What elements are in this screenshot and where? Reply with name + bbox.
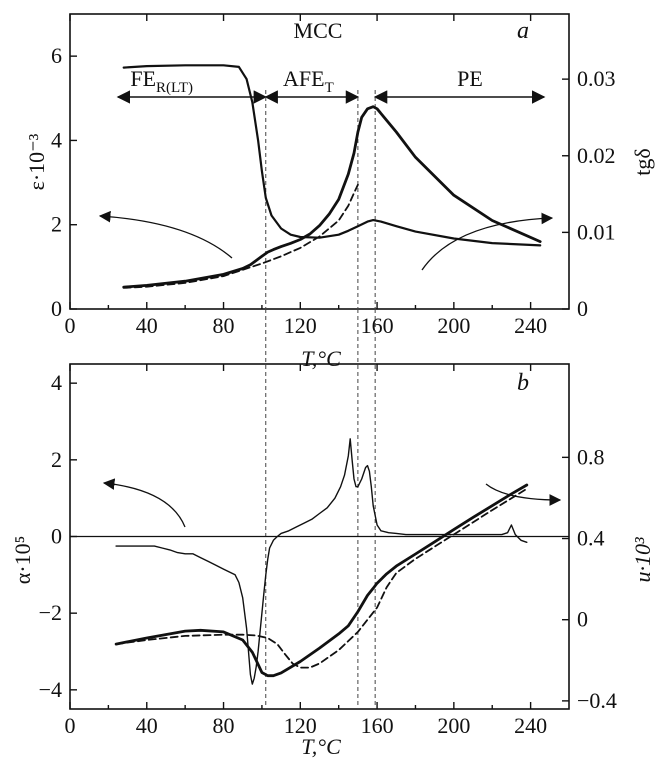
y-left-tick-label: −2 [39,600,62,625]
x-tick-label: 0 [65,713,76,738]
y-left-tick-label: 0 [51,524,62,549]
series-line-3 [115,487,528,669]
x-tick-label: 160 [361,313,394,338]
panel-b-right-axis-arrow [485,483,562,506]
panel-a-series [122,64,542,289]
panel-a-right-ticks: 0 0.01 0.02 0.03 [562,66,616,321]
y-right-tick-label: 0 [577,296,588,321]
panel-b-x-title: T,°C [301,734,341,759]
panel-a-left-axis-arrow [98,210,233,259]
x-tick-label: 80 [213,313,235,338]
panel-a-phase-region-fe: FER(LT) [130,66,193,96]
panel-b-y-right-title: u·10³ [630,537,655,583]
series-line-1 [115,438,528,685]
x-tick-label: 120 [284,313,317,338]
x-tick-label: 40 [136,713,158,738]
series-line-2 [114,483,529,678]
panel-a-right-axis-arrow [421,212,554,271]
series-line-2 [122,183,359,289]
x-tick-label: 240 [514,313,547,338]
panel-b-transition-lines [265,309,376,709]
y-right-tick-label: 0.8 [577,444,605,469]
panel-a-frame [69,13,570,310]
y-right-tick-label: 0.4 [577,526,605,551]
panel-a-left-ticks: 0 2 4 6 [51,43,77,321]
x-tick-label: 160 [361,713,394,738]
y-right-tick-label: 0.03 [577,66,616,91]
panel-b-y-left-title: α·10⁵ [10,536,35,585]
y-right-tick-label: −0.4 [577,688,617,713]
y-left-tick-label: 6 [51,43,62,68]
phase-label-afe: AFET [283,66,334,96]
phase-label-fe-subscript: R(LT) [156,80,193,96]
panel-b-left-ticks: −4 −2 0 2 4 [39,370,77,702]
panel-a-y-left-title: ε·10⁻³ [24,133,49,190]
panel-b-letter: b [517,370,529,396]
phase-label-fe: FER(LT) [130,66,193,96]
x-tick-label: 40 [136,313,158,338]
y-left-tick-label: −4 [39,677,62,702]
x-tick-label: 200 [437,713,470,738]
y-left-tick-label: 4 [51,127,62,152]
panel-a-letter: a [517,18,529,44]
y-left-tick-label: 2 [51,447,62,472]
panel-a-title: MCC [294,18,343,43]
panel-a-transition-lines [265,90,376,309]
x-tick-label: 0 [65,313,76,338]
panel-b-left-axis-arrow [102,478,186,528]
panel-b-right-ticks: −0.4 0 0.4 0.8 [562,444,617,713]
panel-a-phase-region-pe: PE [457,66,483,91]
panel-a-x-title: T,°C [301,346,341,371]
y-left-tick-label: 2 [51,212,62,237]
panel-b-series [114,438,529,685]
panel-a-y-right-title: tgδ [630,148,655,175]
y-left-tick-label: 4 [51,370,62,395]
x-tick-label: 80 [213,713,235,738]
phase-label-afe-subscript: T [325,80,334,96]
series-line-3 [122,64,542,247]
panel-a-x-ticks: 0 40 80 120 160 200 240 [65,14,547,338]
phase-label-pe: PE [457,66,483,91]
y-right-tick-label: 0 [577,607,588,632]
x-tick-label: 120 [284,713,317,738]
series-line-1 [122,105,542,289]
y-right-tick-label: 0.02 [577,143,616,168]
y-right-tick-label: 0.01 [577,219,616,244]
x-tick-label: 200 [437,313,470,338]
y-left-tick-label: 0 [51,296,62,321]
panel-b-x-ticks: 0 40 80 120 160 200 240 [65,364,547,738]
panel-a-phase-region-afe: AFET [283,66,334,96]
panel-a: MCC a FER(LT) AFET PE 0 40 80 120 160 200 240 … [24,13,655,371]
x-tick-label: 240 [514,713,547,738]
